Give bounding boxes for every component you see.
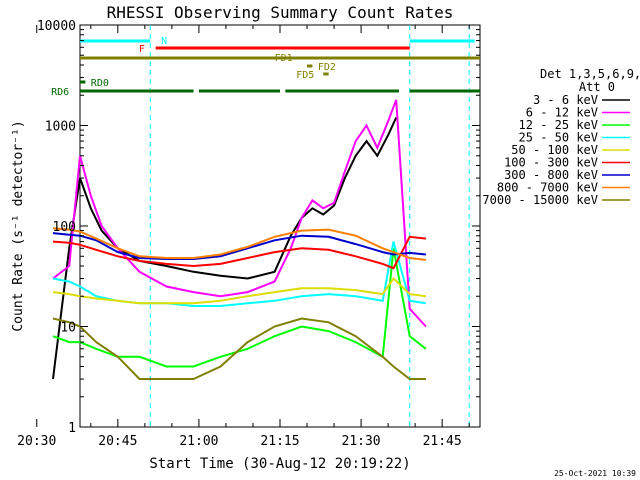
x-tick-label: 21:30	[342, 434, 381, 449]
flag-label-fd5: FD5	[296, 70, 314, 81]
timestamp: 25-Oct-2021 10:39	[554, 469, 636, 478]
y-axis-label: Count Rate (s⁻¹ detector⁻¹)	[11, 120, 26, 331]
chart-title: RHESSI Observing Summary Count Rates	[107, 3, 454, 22]
x-tick-label: 20:45	[98, 434, 137, 449]
flag-label-fd1: FD1	[275, 53, 293, 64]
legend-label: 3 - 6 keV	[533, 93, 598, 107]
flag-label-rd0: RD0	[91, 78, 109, 89]
x-tick-label: 20:30	[17, 434, 56, 449]
x-tick-label: 21:15	[260, 434, 299, 449]
flag-bars: N F FD1 FD2 FD5 RD0 RD6	[51, 36, 480, 98]
y-tick-label: 10000	[37, 19, 76, 34]
legend-label: 300 - 800 keV	[504, 168, 598, 182]
legend-label: 100 - 300 keV	[504, 156, 598, 170]
legend-label: 800 - 7000 keV	[497, 181, 598, 195]
legend-label: 50 - 100 keV	[511, 143, 598, 157]
series-line	[52, 227, 427, 261]
y-tick-label: 1	[68, 421, 76, 436]
x-tick-label: 21:00	[179, 434, 218, 449]
axes: 20:30 20:45 21:00 21:15 21:30 21:45 1 10 100 1000…	[17, 19, 480, 449]
legend-label: 6 - 12 keV	[526, 106, 598, 120]
flag-label-f: F	[139, 44, 145, 55]
plot-frame	[79, 24, 481, 428]
y-tick-label: 100	[53, 220, 76, 235]
series-line	[52, 99, 427, 328]
y-tick-label: 1000	[45, 120, 76, 135]
legend-header: Att 0	[579, 80, 615, 94]
vertical-lines	[149, 25, 470, 427]
flag-label-fd2: FD2	[318, 62, 336, 73]
series-line	[52, 317, 426, 380]
flag-label-n: N	[161, 36, 167, 47]
legend-header: Det 1,3,5,6,9,	[540, 67, 640, 81]
series-lines	[52, 99, 427, 380]
legend-label: 12 - 25 keV	[519, 118, 598, 132]
legend-label: 7000 - 15000 keV	[482, 193, 598, 207]
series-line	[52, 276, 427, 305]
series-line	[52, 235, 427, 270]
y-tick-label: 10	[60, 321, 76, 336]
x-axis-label: Start Time (30-Aug-12 20:19:22)	[149, 456, 410, 472]
series-line	[52, 117, 398, 380]
x-tick-label: 21:45	[423, 434, 462, 449]
legend-label: 25 - 50 keV	[519, 131, 598, 145]
flag-label-rd6: RD6	[51, 87, 69, 98]
series-line	[52, 248, 427, 368]
series-line	[52, 232, 426, 260]
